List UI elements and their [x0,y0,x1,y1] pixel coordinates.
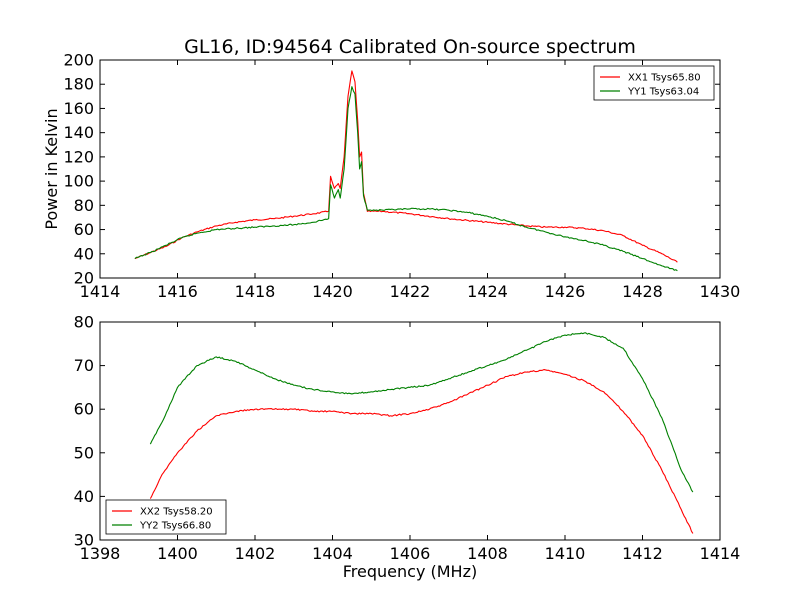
x-tick-label: 1398 [80,544,121,563]
x-tick-label: 1410 [545,544,586,563]
y-tick-label: 160 [63,99,94,118]
legend: XX2 Tsys58.20 YY2 Tsys66.80 [105,499,227,535]
x-tick-label: 1418 [235,282,276,301]
legend-label: YY2 Tsys66.80 [139,521,211,532]
y-axis-label: Power in Kelvin [42,108,61,229]
y-tick-label: 140 [63,123,94,142]
x-tick-label: 1414 [700,544,741,563]
legend: XX1 Tsys65.80 YY1 Tsys63.04 [593,65,715,101]
legend-label: XX1 Tsys65.80 [628,73,701,84]
y-tick-label: 80 [74,313,94,332]
x-tick-label: 1424 [467,282,508,301]
y-tick-label: 20 [74,269,94,288]
y-tick-label: 200 [63,51,94,70]
y-tick-label: 80 [74,196,94,215]
x-tick-label: 1428 [622,282,663,301]
x-tick-label: 1414 [80,282,121,301]
x-tick-label: 1416 [157,282,198,301]
y-tick-label: 30 [74,531,94,550]
legend-box [593,65,715,101]
y-tick-label: 40 [74,487,94,506]
y-tick-label: 50 [74,443,94,462]
x-tick-label: 1426 [545,282,586,301]
legend-label: YY1 Tsys63.04 [627,87,699,98]
axes-frame [99,59,721,279]
y-tick-label: 40 [74,244,94,263]
y-tick-label: 120 [63,147,94,166]
chart-title: GL16, ID:94564 Calibrated On-source spec… [184,36,636,58]
series-line [149,368,694,534]
plot-1: 1414 1416 1418 1420 1422 1424 1426 1428 1430 20 40… [42,51,740,302]
series-line [134,86,678,272]
x-axis-label: Frequency (MHz) [343,562,477,581]
x-tick-label: 1402 [235,544,276,563]
x-tick-label: 1412 [622,544,663,563]
y-tick-label: 180 [63,75,94,94]
x-tick-label: 1400 [157,544,198,563]
axes-frame [99,321,721,541]
y-tick-label: 70 [74,356,94,375]
x-tick-label: 1404 [312,544,353,563]
plot-2: 1398 1400 1402 1404 1406 1408 1410 1412 1414 30 40… [74,313,741,582]
x-tick-label: 1408 [467,544,508,563]
legend-box [105,499,227,535]
series-line [149,332,694,493]
series-line [134,70,678,263]
legend-label: XX2 Tsys58.20 [140,507,213,518]
x-tick-label: 1420 [312,282,353,301]
y-tick-label: 60 [74,400,94,419]
y-tick-label: 100 [63,172,94,191]
x-tick-label: 1422 [390,282,431,301]
y-tick-label: 60 [74,220,94,239]
x-tick-label: 1406 [390,544,431,563]
x-tick-label: 1430 [700,282,741,301]
